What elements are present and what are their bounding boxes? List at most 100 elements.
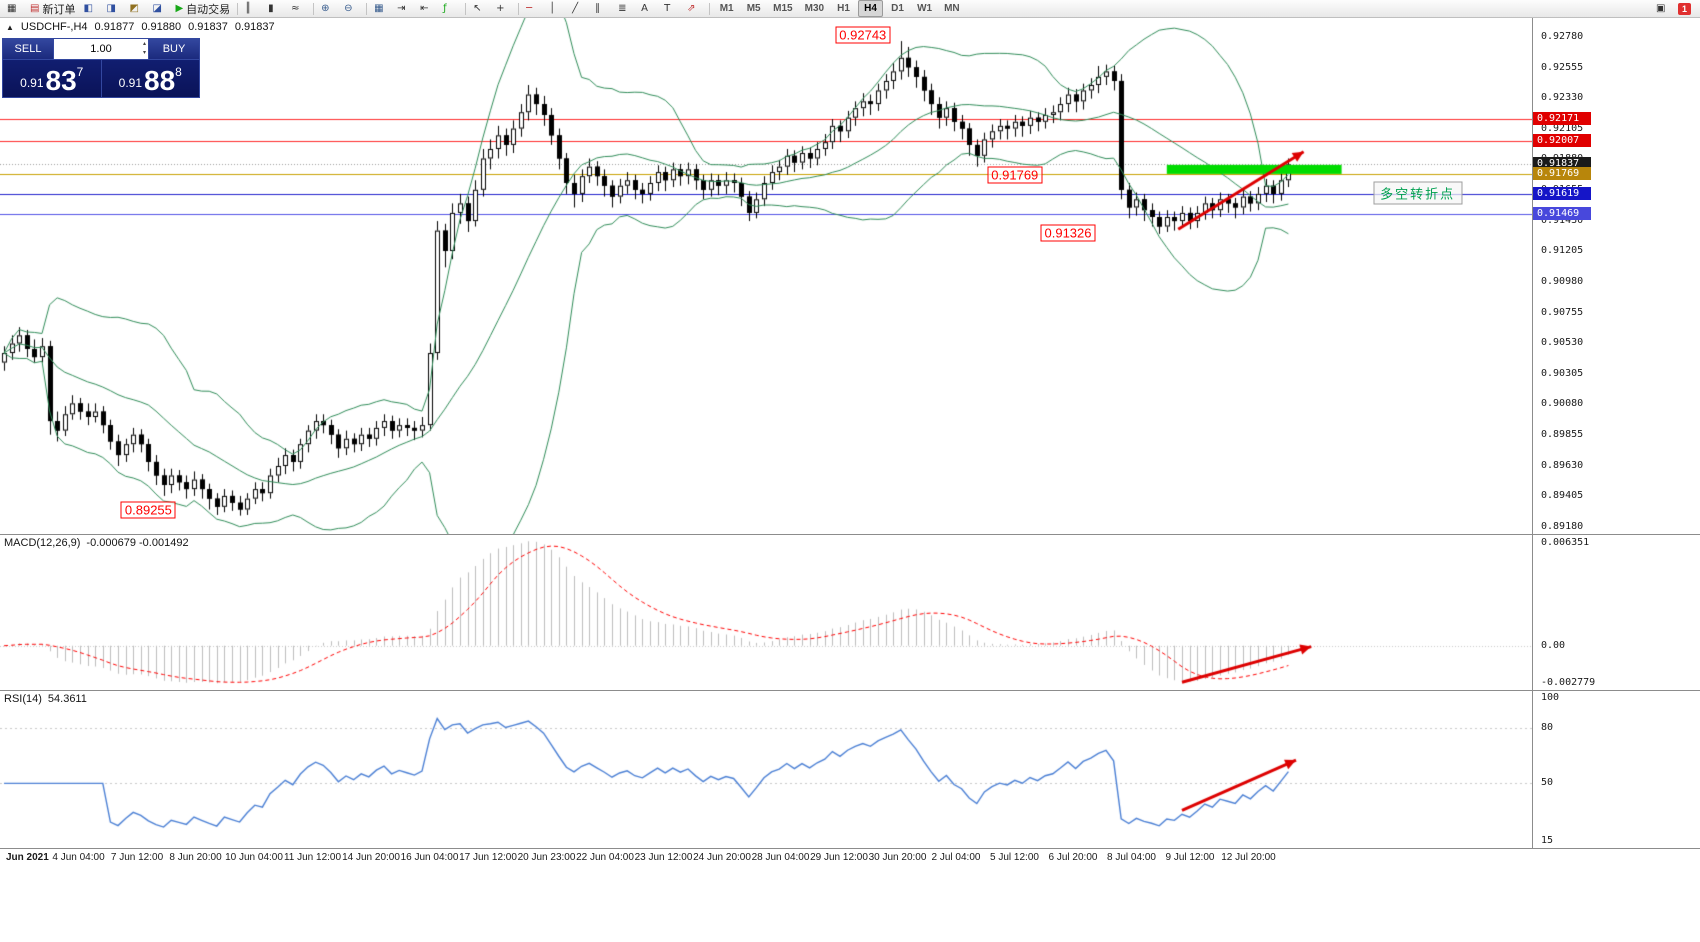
zoom-out-button[interactable]: ⊖ [341,0,362,17]
buy-price[interactable]: 0.91 88 8 [102,60,200,98]
alerts-button[interactable]: ▣ [1653,0,1674,17]
toolbar-separator [465,2,467,15]
timeframe-d1[interactable]: D1 [891,3,904,14]
rsi-panel-canvas[interactable] [0,691,1532,848]
price-scale-tick: 0.89405 [1541,490,1584,502]
symbol-expand-icon[interactable]: ▲ [6,22,14,32]
arrows-tool-icon: ⇗ [687,2,696,14]
bar-chart-mode-icon: ║ [245,2,252,14]
cursor-tool-button[interactable]: ↖ [470,0,491,17]
price-tag: 0.92171 [1533,111,1591,125]
volume-input[interactable]: 1.00 ▴ ▾ [53,39,149,59]
terminal-button[interactable]: ◪ [149,0,170,17]
buy-button[interactable]: BUY [149,39,199,59]
zoom-in-button[interactable]: ⊕ [318,0,339,17]
trendline-tool-button[interactable]: ╱ [569,0,590,17]
price-scale-tick: 0.89630 [1541,459,1584,471]
timeframe-h4[interactable]: H4 [858,0,884,17]
terminal-icon: ◪ [152,2,162,14]
horizontal-line-tool-button[interactable]: ─ [523,0,544,17]
vertical-line-tool-button[interactable]: │ [546,0,567,17]
time-axis[interactable]: Jun 2021 4 Jun 04:00 7 Jun 12:00 8 Jun 20:0… [0,850,1532,867]
text-tool-button[interactable]: A [638,0,659,17]
navigator-button[interactable]: ◩ [126,0,147,17]
timeframe-m15[interactable]: M15 [773,3,793,14]
time-axis-label: 30 Jun 20:00 [868,852,927,863]
fibonacci-tool-button[interactable]: ≣ [615,0,636,17]
market-watch-button[interactable]: ◧ [80,0,101,17]
price-scale-tick: 0.92555 [1541,61,1584,73]
panel-separator[interactable] [0,690,1700,691]
macd-indicator-label: MACD(12,26,9) -0.000679 -0.001492 [4,537,189,549]
timeframe-mn[interactable]: MN [944,3,960,14]
time-axis-label: 16 Jun 04:00 [400,852,459,863]
label-tool-icon: T [664,2,671,14]
timeframe-w1[interactable]: W1 [917,3,933,14]
candlestick-mode-button[interactable]: ▮ [265,0,286,17]
alerts-icon: ▣ [1655,2,1666,14]
line-chart-mode-button[interactable]: ≈ [288,0,309,17]
auto-scroll-button[interactable]: ⇥ [394,0,415,17]
chart-grid-button[interactable]: ▦ [4,0,25,17]
timeframe-m1[interactable]: M1 [719,3,734,14]
time-axis-label: 9 Jul 12:00 [1165,852,1215,863]
trendline-tool-icon: ╱ [572,2,579,14]
buy-price-big-digits: 88 [144,65,176,96]
pivot-note-annotation[interactable]: 多空转折点 [1373,181,1463,204]
price-scale-tick: 0.90305 [1541,367,1584,379]
price-label-annotation[interactable]: 0.89255 [120,501,176,518]
price-label-annotation[interactable]: 0.91769 [987,166,1043,184]
time-axis-label: 28 Jun 04:00 [751,852,810,863]
data-window-button[interactable]: ◨ [103,0,124,17]
panel-separator[interactable] [0,534,1700,535]
arrows-tool-button[interactable]: ⇗ [684,0,705,17]
price-label-annotation[interactable]: 0.91326 [1040,224,1096,242]
crosshair-tool-button[interactable]: + [493,0,514,17]
ohlc-open: 0.91877 [94,21,135,33]
rsi-value: 54.3611 [47,693,87,705]
timeframe-m5[interactable]: M5 [746,3,761,14]
new-order-label: 新订单 [42,3,76,16]
fibonacci-tool-icon: ≣ [618,2,627,14]
auto-trading-button[interactable]: ▶ 自动交易 [172,0,233,17]
volume-up-button[interactable]: ▴ [142,40,146,47]
sell-price[interactable]: 0.91 83 7 [3,60,102,98]
sell-price-pip: 7 [76,65,84,79]
timeframe-h1[interactable]: H1 [837,3,850,14]
price-label-annotation[interactable]: 0.92743 [835,26,891,44]
crosshair-tool-icon: + [496,2,505,14]
zoom-in-icon: ⊕ [321,2,330,14]
time-axis-label: 12 Jul 20:00 [1221,852,1276,863]
sell-price-prefix: 0.91 [20,76,44,90]
price-scale-tick: 0.89180 [1541,520,1584,532]
price-scale-tick: 0.90080 [1541,398,1584,410]
time-axis-label: 2 Jul 04:00 [931,852,981,863]
volume-down-button[interactable]: ▾ [142,49,146,56]
price-scale-tick: 0.89855 [1541,429,1584,440]
time-axis-label: 17 Jun 12:00 [459,852,517,863]
navigator-icon: ◩ [129,2,139,14]
line-chart-mode-icon: ≈ [291,2,300,14]
sell-button[interactable]: SELL [3,39,53,59]
label-tool-button[interactable]: T [661,0,682,17]
time-axis-label: 29 Jun 12:00 [810,852,868,863]
chart-shift-button[interactable]: ⇤ [417,0,438,17]
price-chart-canvas[interactable] [0,17,1532,534]
zoom-out-icon: ⊖ [344,2,353,14]
time-axis-label: 7 Jun 12:00 [110,852,164,863]
bar-chart-mode-button[interactable]: ║ [242,0,263,17]
indicators-list-button[interactable]: ƒ [440,0,461,17]
panel-separator[interactable] [0,848,1700,849]
buy-price-prefix: 0.91 [118,76,142,90]
ohlc-high: 0.91880 [141,21,182,33]
timeframe-m30[interactable]: M30 [804,3,825,14]
rsi-name: RSI(14) [4,693,42,705]
toolbar-separator [366,2,368,15]
main-toolbar: ▦ ▤ 新订单 ◧ ◨ ◩ ◪ ▶ 自动交易 ║ ▮ ≈ ⊕ ⊖ ▦ ⇥ ⇤ ƒ ↖ + ─ │ ╱ ∥ ≣ A T ⇗ M1 M5 M15… [0,0,1700,18]
tile-windows-button[interactable]: ▦ [371,0,392,17]
symbol-name: USDCHF-,H4 [20,21,88,33]
time-axis-label: 23 Jun 12:00 [634,852,693,863]
new-order-button[interactable]: ▤ 新订单 [27,0,78,17]
macd-panel-canvas[interactable] [0,535,1532,690]
channel-tool-button[interactable]: ∥ [592,0,613,17]
